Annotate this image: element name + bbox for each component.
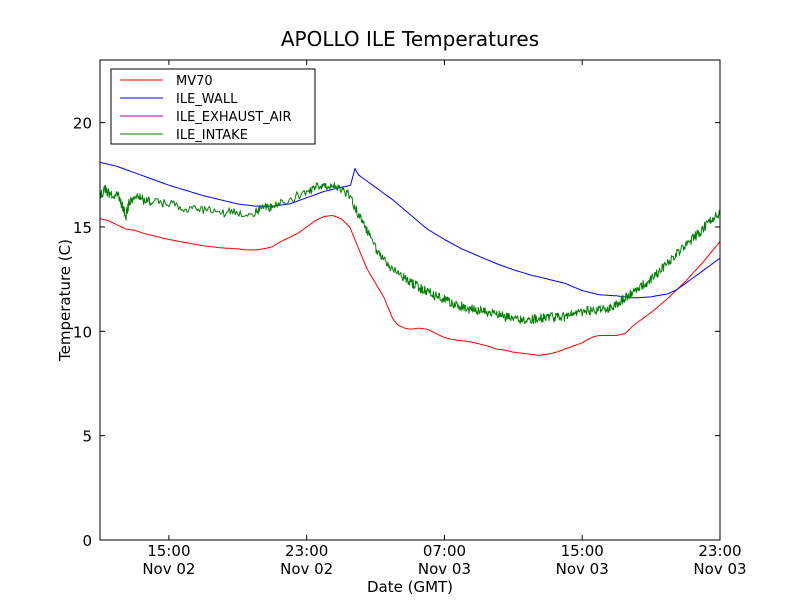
y-tick-label: 15 xyxy=(73,219,92,237)
legend: MV70 ILE_WALL ILE_EXHAUST_AIR ILE_INTAKE xyxy=(110,68,316,145)
x-tick-label-time: 23:00 xyxy=(285,542,328,560)
x-tick-label-time: 23:00 xyxy=(698,542,741,560)
legend-entry: ILE_WALL xyxy=(176,92,238,107)
series-line-ile-wall xyxy=(100,161,720,299)
plot-area-frame xyxy=(99,59,721,541)
x-tick-label-date: Nov 02 xyxy=(142,560,195,578)
legend-entry: ILE_INTAKE xyxy=(176,128,248,143)
legend-entry: ILE_EXHAUST_AIR xyxy=(176,110,292,125)
y-tick-label: 20 xyxy=(73,115,92,133)
y-tick-label: 5 xyxy=(82,428,92,446)
series-layer xyxy=(100,161,720,356)
x-tick-label-time: 07:00 xyxy=(423,542,466,560)
x-tick-label-date: Nov 03 xyxy=(693,560,746,578)
x-tick-label-time: 15:00 xyxy=(147,542,190,560)
x-tick-label-date: Nov 02 xyxy=(280,560,333,578)
x-tick-label-date: Nov 03 xyxy=(556,560,609,578)
x-tick-label-date: Nov 03 xyxy=(418,560,471,578)
legend-entry: MV70 xyxy=(176,74,213,89)
series-line-ile-intake xyxy=(100,182,720,325)
y-tick-label: 10 xyxy=(73,323,92,341)
x-tick-label-time: 15:00 xyxy=(561,542,604,560)
series-line-mv70 xyxy=(100,215,720,356)
x-axis-label: Date (GMT) xyxy=(367,578,453,596)
y-axis-label: Temperature (C) xyxy=(56,239,74,362)
chart-title: APOLLO ILE Temperatures xyxy=(281,27,539,51)
legend-box xyxy=(110,68,316,145)
y-tick-label: 0 xyxy=(82,532,92,550)
